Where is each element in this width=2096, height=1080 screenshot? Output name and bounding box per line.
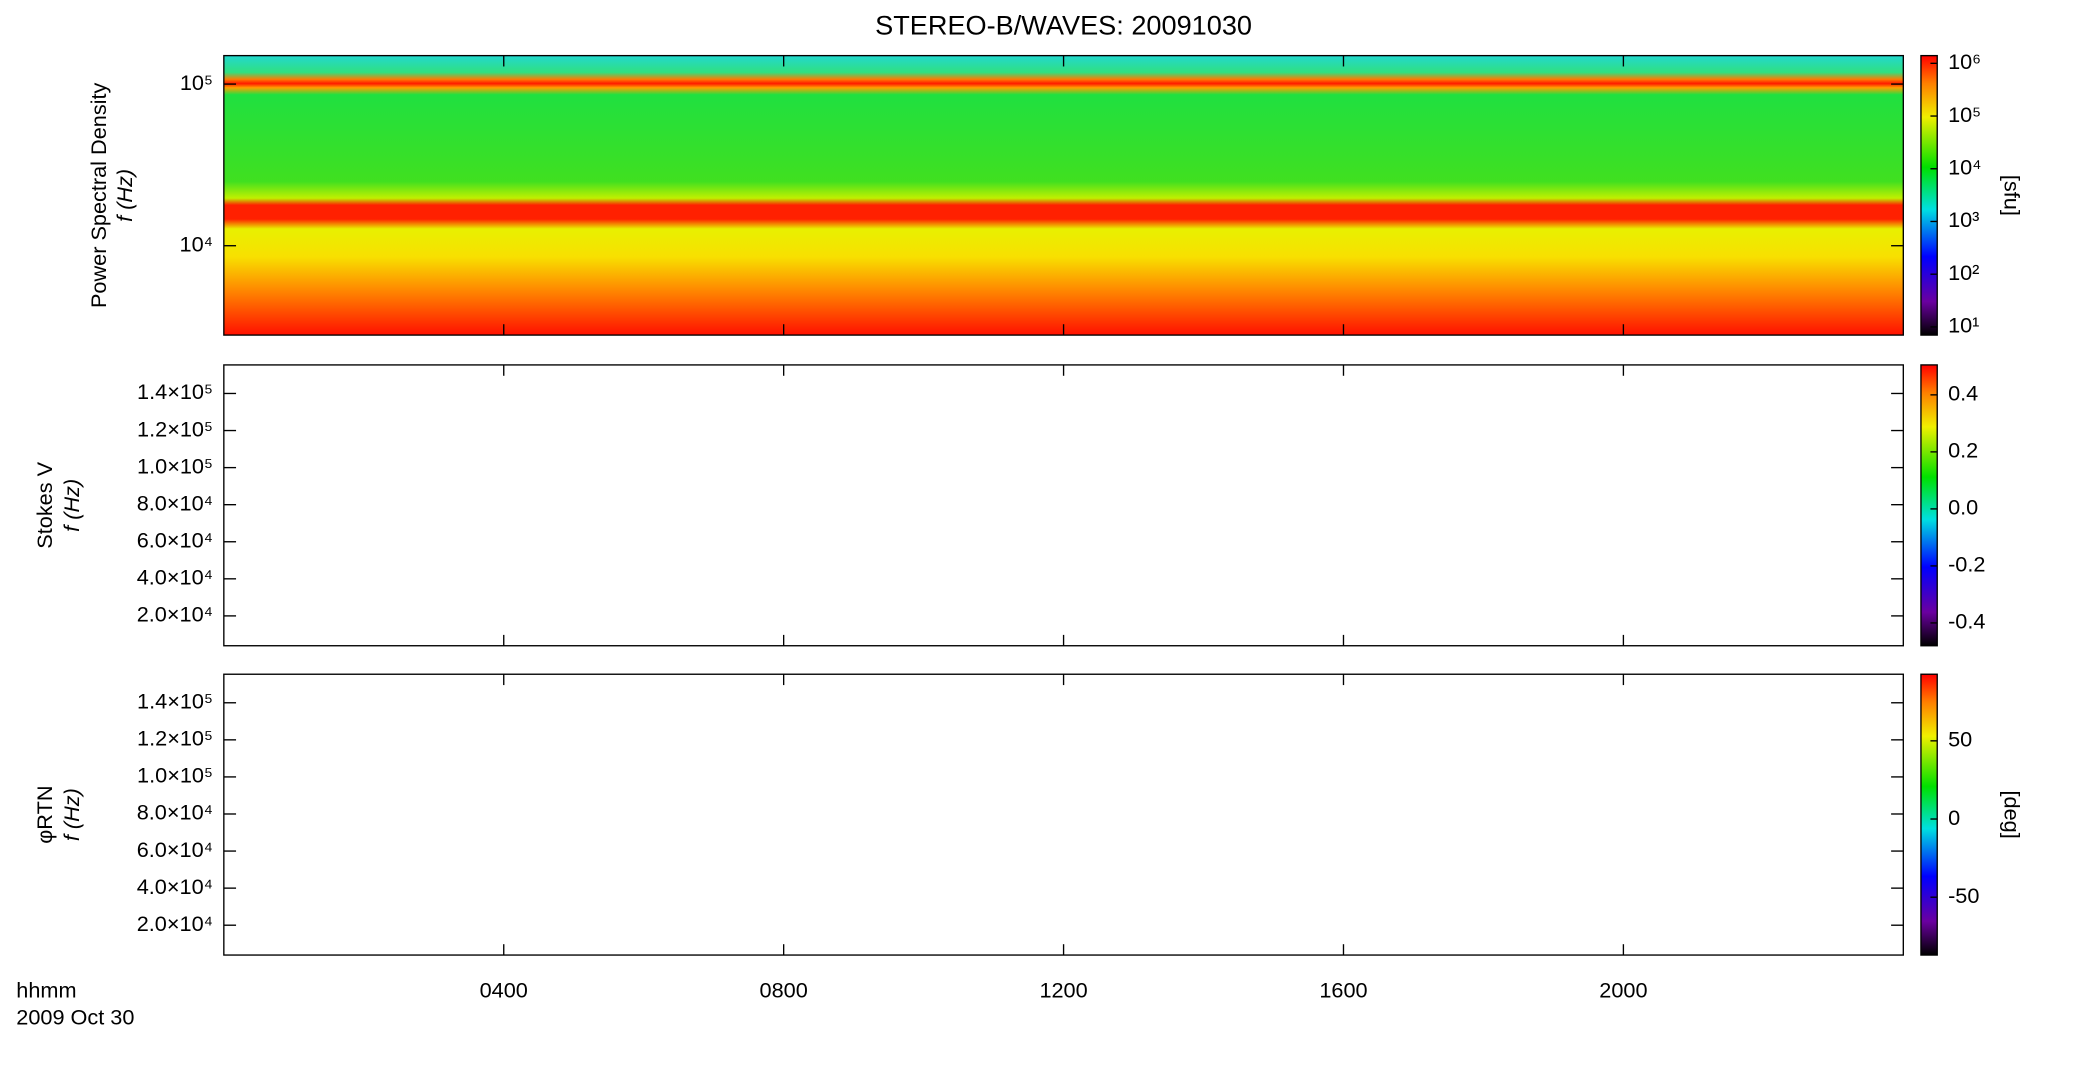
y-tick-label: 1.4×10⁵ [137, 689, 213, 714]
y-tick-label: 1.2×10⁵ [137, 726, 213, 751]
y-tick-label: 4.0×10⁴ [137, 874, 213, 899]
y-tick-label: 1.0×10⁵ [137, 763, 213, 788]
chart-title: STEREO-B/WAVES: 20091030 [875, 9, 1252, 40]
x-tick-label: 0400 [480, 977, 528, 1002]
colorbar-tick-label: 0.4 [1948, 381, 1978, 406]
x-tick-label: 0800 [760, 977, 808, 1002]
y-axis-label: Stokes V [32, 461, 57, 548]
y-tick-label: 6.0×10⁴ [137, 527, 213, 552]
colorbar-tick-label: 10³ [1948, 207, 1979, 232]
y-tick-label: 10⁵ [180, 70, 213, 95]
colorbar-tick-label: -50 [1948, 883, 1979, 908]
colorbar-tick-label: 0 [1948, 805, 1960, 830]
y-tick-label: 6.0×10⁴ [137, 837, 213, 862]
y-axis-label: f (Hz) [112, 169, 137, 222]
y-tick-label: 2.0×10⁴ [137, 911, 213, 936]
colorbar-tick-label: 0.0 [1948, 495, 1978, 520]
colorbar-tick-label: 10⁵ [1948, 102, 1981, 127]
colorbar-tick-label: 50 [1948, 727, 1972, 752]
y-tick-label: 1.0×10⁵ [137, 453, 213, 478]
colorbar-tick-label: 10¹ [1948, 313, 1979, 338]
colorbar-label: [deg] [2000, 791, 2025, 839]
panel-frame [223, 673, 1904, 956]
colorbar-label: [sfu] [2000, 175, 2025, 216]
plot-area: STEREO-B/WAVES: 20091030 Power Spectral D… [16, 9, 2024, 1029]
y-tick-label: 8.0×10⁴ [137, 800, 213, 825]
panel-frame [223, 364, 1904, 647]
colorbar-tick-label: -0.4 [1948, 609, 1985, 634]
colorbar-tick-label: -0.2 [1948, 552, 1985, 577]
colorbar [1920, 54, 1938, 336]
y-axis-label: φRTN [32, 786, 57, 844]
colorbar-tick-label: 10² [1948, 260, 1979, 285]
colorbar [1920, 364, 1938, 647]
colorbar-tick-label: 0.2 [1948, 438, 1978, 463]
y-tick-label: 10⁴ [180, 231, 213, 256]
x-tick-label: 1600 [1319, 977, 1367, 1002]
y-tick-label: 1.2×10⁵ [137, 416, 213, 441]
y-tick-label: 2.0×10⁴ [137, 602, 213, 627]
y-axis-label: f (Hz) [59, 788, 84, 841]
colorbar-tick-label: 10⁴ [1948, 154, 1981, 179]
y-tick-label: 4.0×10⁴ [137, 565, 213, 590]
y-tick-label: 1.4×10⁵ [137, 379, 213, 404]
spectrogram [223, 55, 1904, 336]
y-tick-label: 8.0×10⁴ [137, 490, 213, 515]
y-axis-label: f (Hz) [59, 479, 84, 532]
colorbar-tick-label: 10⁶ [1948, 49, 1981, 74]
colorbar [1920, 673, 1938, 956]
x-axis-label: hhmm [16, 977, 76, 1002]
y-axis-label: Power Spectral Density [86, 82, 111, 308]
date-label: 2009 Oct 30 [16, 1005, 134, 1030]
x-tick-label: 1200 [1039, 977, 1087, 1002]
x-tick-label: 2000 [1599, 977, 1647, 1002]
